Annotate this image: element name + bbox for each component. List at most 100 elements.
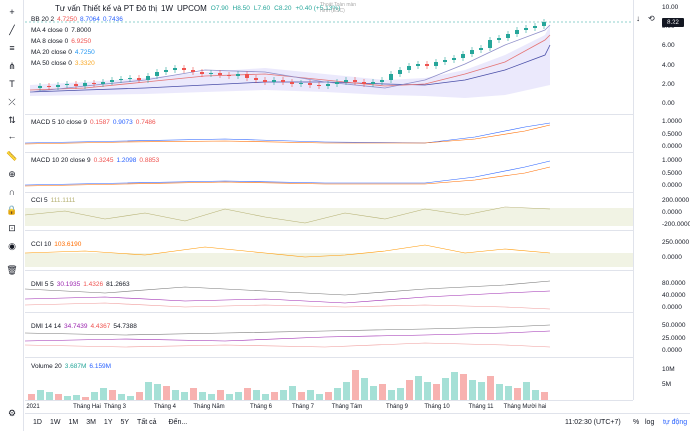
legend-bb[interactable]: BB 20 2 4.7250 8.7064 0.7436 <box>31 16 123 23</box>
legend-ma20[interactable]: MA 20 close 0 4.7250 <box>31 49 95 56</box>
legend-macd2[interactable]: MACD 10 20 close 9 0.3245 1.2098 0.8853 <box>31 157 160 164</box>
volume-bar <box>523 382 530 400</box>
percent-toggle[interactable]: % <box>633 419 640 426</box>
candle <box>263 80 267 82</box>
macd1-pane[interactable]: MACD 5 10 close 9 0.1587 0.9073 0.7486 <box>25 115 633 153</box>
volume-bar <box>64 396 71 400</box>
magnet-icon[interactable]: ∩ <box>8 187 16 197</box>
range-1y[interactable]: 1Y <box>103 419 113 426</box>
candle <box>83 83 87 86</box>
legend-ma50[interactable]: MA 50 close 0 3.3320 <box>31 60 95 67</box>
cci5-pane[interactable]: CCI 5 111.1111 <box>25 193 633 231</box>
text-icon[interactable]: T <box>9 79 15 89</box>
candle <box>398 70 402 74</box>
range-1w[interactable]: 1W <box>49 419 61 426</box>
legend-ma8[interactable]: MA 8 close 0 6.9250 <box>31 38 92 45</box>
volume-bar <box>397 388 404 400</box>
candle <box>56 85 60 87</box>
bottom-toolbar: 1D 1W 1M 3M 1Y 5Y Tất cả Đến... 11:02:30… <box>25 413 690 431</box>
macd2-pane[interactable]: MACD 10 20 close 9 0.3245 1.2098 0.8853 <box>25 153 633 193</box>
zoom-icon[interactable]: ⊕ <box>8 168 16 179</box>
candle <box>209 73 213 74</box>
pattern-icon[interactable]: ⤫ <box>8 96 16 107</box>
candle <box>389 74 393 80</box>
crosshair-icon[interactable]: + <box>9 7 15 17</box>
range-1m[interactable]: 1M <box>68 419 79 426</box>
axis-label: 6.00 <box>662 42 675 50</box>
candle <box>272 80 276 82</box>
dmi5-canvas <box>25 280 551 310</box>
time-label: Tháng 11 <box>468 404 494 410</box>
candle <box>92 83 96 84</box>
goto-date-button[interactable]: Đến... <box>168 419 188 426</box>
axis-label: 0.0000 <box>662 182 682 190</box>
eye-icon[interactable]: ◉ <box>8 240 16 251</box>
symbol-title: Tư vấn Thiết kế và PT Đô thị 1W UPCOM O7… <box>55 4 340 13</box>
log-toggle[interactable]: log <box>645 419 655 426</box>
arrow-down-icon[interactable]: ↓ <box>636 14 640 23</box>
trendline-icon[interactable]: ╱ <box>9 24 15 35</box>
pitchfork-icon[interactable]: ⋔ <box>8 60 16 71</box>
settings-icon[interactable]: ⚙ <box>7 407 17 418</box>
ohlc-close: C8.20 <box>274 5 292 12</box>
volume-pane[interactable]: Volume 20 3.687M 6.159M <box>25 358 633 400</box>
auto-toggle[interactable]: tự động <box>663 419 688 426</box>
range-1d[interactable]: 1D <box>33 419 42 426</box>
candle <box>236 74 240 76</box>
axis-label: 40.0000 <box>662 292 686 299</box>
fullscreen-hint: Thoát Toàn màn hình (ESC) <box>320 2 357 14</box>
volume-bar <box>109 390 116 400</box>
legend-dmi14[interactable]: DMI 14 14 34.7439 4.4367 54.7388 <box>31 323 137 330</box>
candle <box>326 84 330 86</box>
candle <box>218 73 222 75</box>
legend-cci5[interactable]: CCI 5 111.1111 <box>31 197 76 204</box>
legend-ma4[interactable]: MA 4 close 0 7.8000 <box>31 27 92 34</box>
range-5y[interactable]: 5Y <box>120 419 130 426</box>
time-label: Tháng 3 <box>103 404 127 410</box>
candle <box>515 30 519 34</box>
dmi14-pane[interactable]: DMI 14 14 34.7439 4.4367 54.7388 <box>25 313 633 358</box>
axis-label: 10.00 <box>662 4 679 11</box>
candle <box>506 34 510 38</box>
candle <box>191 70 195 72</box>
range-all[interactable]: Tất cả <box>137 419 157 426</box>
volume-bar <box>343 382 350 400</box>
horizontal-line-icon[interactable]: ≡ <box>9 43 15 53</box>
volume-bar <box>244 388 251 400</box>
cci10-pane[interactable]: CCI 10 103.6190 <box>25 231 633 271</box>
bollinger-band-fill <box>30 25 550 98</box>
legend-dmi5[interactable]: DMI 5 5 30.1935 1.4326 81.2663 <box>31 281 130 288</box>
volume-bar <box>82 397 89 400</box>
lock-drawings-icon[interactable]: ⊡ <box>8 222 16 233</box>
volume-bar <box>73 395 80 400</box>
back-arrow-icon[interactable]: ← <box>7 131 17 141</box>
volume-bar <box>163 386 170 400</box>
candle <box>443 60 447 62</box>
volume-bar <box>199 392 206 400</box>
volume-bars <box>28 370 548 400</box>
candle <box>524 28 528 30</box>
measure-icon[interactable]: ⇅ <box>8 114 16 125</box>
time-axis[interactable]: 2021 Tháng Hai Tháng 3 Tháng 4 Tháng Năm Thán… <box>25 400 633 413</box>
volume-bar <box>307 390 314 400</box>
main-price-pane[interactable]: Tư vấn Thiết kế và PT Đô thị 1W UPCOM O7… <box>25 0 633 115</box>
trash-icon[interactable]: 🗑 <box>6 264 18 275</box>
volume-bar <box>127 396 134 400</box>
legend-macd1[interactable]: MACD 5 10 close 9 0.1587 0.9073 0.7486 <box>31 119 156 126</box>
time-label: Tháng Năm <box>193 404 225 410</box>
chart-area[interactable]: Tư vấn Thiết kế và PT Đô thị 1W UPCOM O7… <box>25 0 633 400</box>
volume-bar <box>361 378 368 400</box>
lock-icon[interactable]: 🔒 <box>6 204 18 215</box>
volume-bar <box>415 376 422 400</box>
legend-cci10[interactable]: CCI 10 103.6190 <box>31 241 82 248</box>
volume-bar <box>136 392 143 400</box>
ruler-icon[interactable]: 📏 <box>6 150 18 161</box>
price-axis[interactable]: ↓ ⟲ 8.22 10.00 8.00 6.00 4.00 2.00 0.00 1.0000… <box>633 0 690 400</box>
legend-volume[interactable]: Volume 20 3.687M 6.159M <box>31 363 112 370</box>
reset-icon[interactable]: ⟲ <box>648 14 655 23</box>
range-3m[interactable]: 3M <box>86 419 96 426</box>
dmi5-pane[interactable]: DMI 5 5 30.1935 1.4326 81.2663 <box>25 271 633 313</box>
volume-bar <box>46 392 53 400</box>
price-canvas <box>25 19 633 98</box>
axis-label: 0.0000 <box>662 304 682 311</box>
